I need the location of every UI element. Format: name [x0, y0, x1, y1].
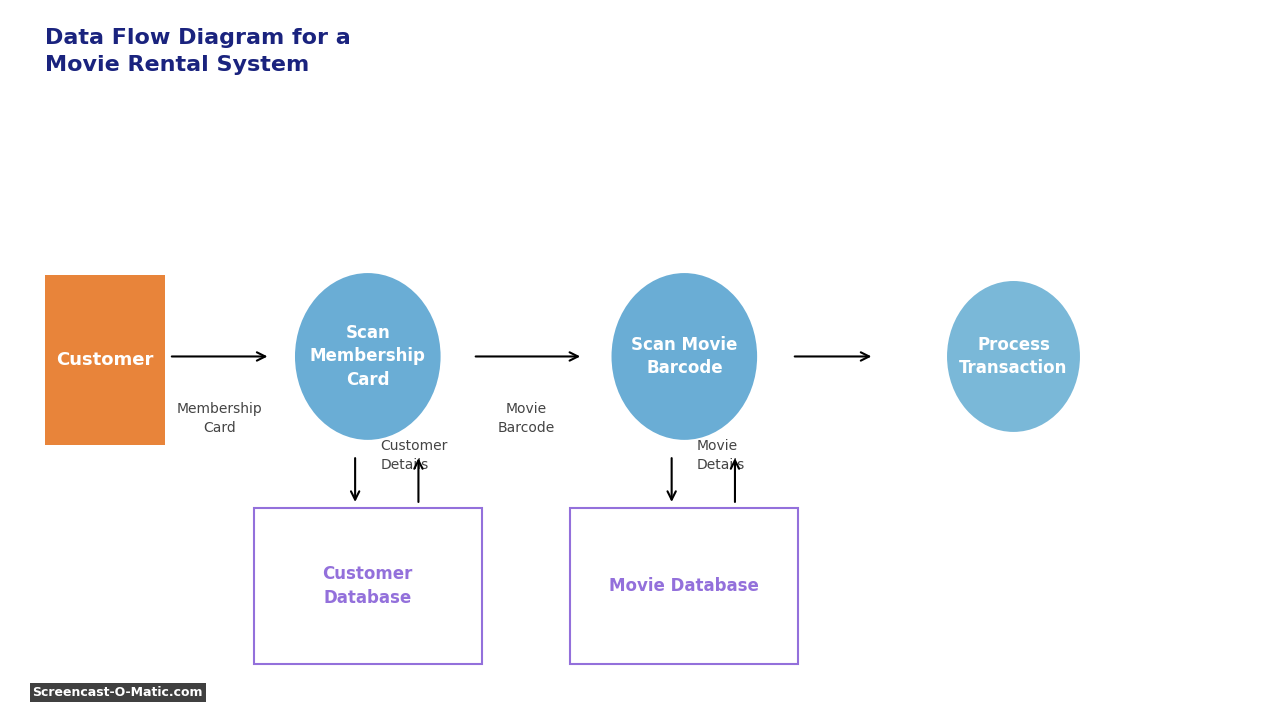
Ellipse shape [294, 273, 440, 440]
Ellipse shape [612, 273, 756, 440]
Text: Process
Transaction: Process Transaction [959, 336, 1068, 377]
Text: Customer
Database: Customer Database [323, 565, 413, 607]
Text: Membership
Card: Membership Card [177, 402, 262, 435]
FancyBboxPatch shape [45, 275, 165, 445]
Text: Customer
Details: Customer Details [380, 439, 448, 472]
Text: Scan Movie
Barcode: Scan Movie Barcode [631, 336, 737, 377]
Text: Movie Database: Movie Database [609, 577, 759, 595]
Ellipse shape [947, 281, 1080, 432]
FancyBboxPatch shape [571, 508, 799, 664]
FancyBboxPatch shape [253, 508, 481, 664]
Text: Screencast-O-Matic.com: Screencast-O-Matic.com [32, 686, 202, 699]
Text: Movie
Barcode: Movie Barcode [498, 402, 554, 435]
Text: Movie
Details: Movie Details [698, 439, 745, 472]
Text: Customer: Customer [56, 351, 154, 369]
Text: Data Flow Diagram for a
Movie Rental System: Data Flow Diagram for a Movie Rental Sys… [45, 28, 351, 75]
Text: Scan
Membership
Card: Scan Membership Card [310, 324, 426, 389]
